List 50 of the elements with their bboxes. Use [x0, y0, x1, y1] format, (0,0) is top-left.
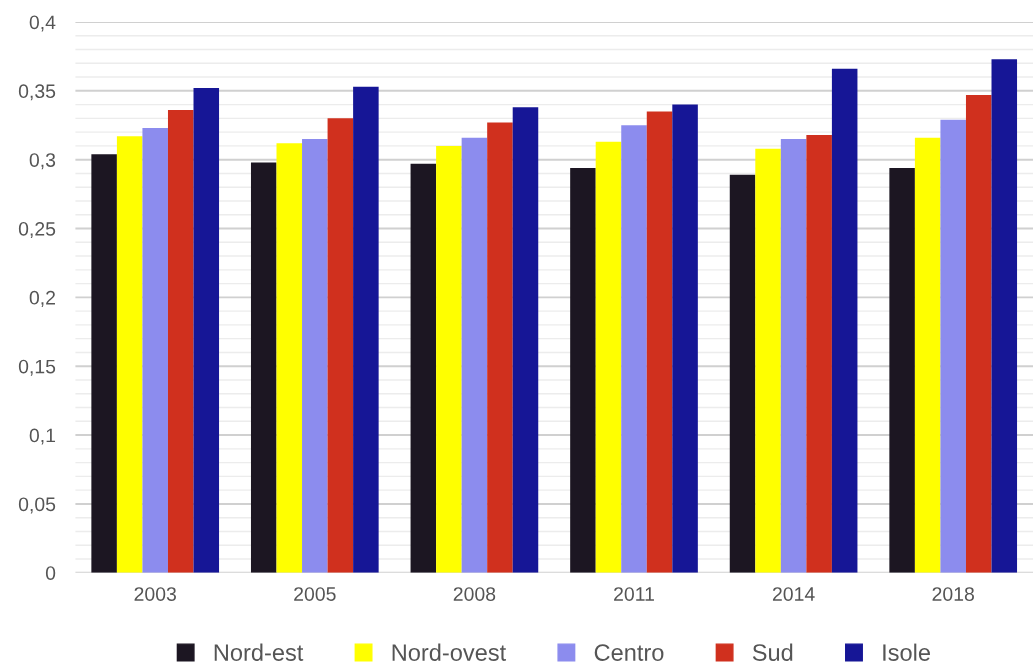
bar — [461, 137, 488, 573]
bar — [167, 110, 194, 573]
y-tick-label: 0,35 — [18, 84, 56, 101]
bar — [646, 111, 673, 573]
bar — [570, 167, 596, 573]
bar — [250, 162, 277, 573]
bar — [965, 94, 992, 573]
y-tick-label: 0 — [45, 566, 56, 580]
bar — [595, 141, 622, 573]
x-tick-label: 2011 — [614, 587, 654, 601]
legend-label: Nord-ovest — [392, 643, 507, 661]
bar — [276, 143, 303, 573]
bar — [142, 128, 168, 573]
bar — [755, 148, 781, 573]
bar — [672, 104, 698, 573]
x-tick-label: 2014 — [772, 587, 815, 601]
bar — [436, 145, 462, 573]
bar — [487, 122, 513, 573]
x-tick-label: 2005 — [294, 587, 336, 601]
y-tick-label: 0,05 — [18, 497, 56, 514]
bar — [410, 163, 437, 573]
y-tick-label: 0,2 — [29, 290, 55, 307]
bar — [193, 88, 220, 573]
bar — [889, 167, 915, 573]
bar — [806, 134, 832, 573]
bar — [729, 174, 756, 573]
y-tick-label: 0,4 — [29, 15, 56, 32]
legend-label: Isole — [883, 643, 930, 661]
y-tick-label: 0,15 — [18, 359, 56, 376]
bar — [512, 107, 539, 573]
legend-label: Sud — [752, 643, 793, 661]
bar — [940, 119, 966, 573]
bar — [991, 59, 1018, 573]
y-tick-label: 0,25 — [18, 221, 56, 239]
x-tick-label: 2018 — [932, 587, 974, 601]
legend-label: Nord-est — [214, 643, 304, 661]
bar — [91, 154, 117, 573]
y-tick-label: 0,3 — [29, 153, 56, 170]
bar — [327, 118, 354, 573]
bar — [116, 136, 143, 573]
bar — [914, 137, 941, 573]
bar — [621, 125, 647, 573]
bar — [831, 68, 858, 573]
legend-label: Centro — [594, 644, 664, 661]
bar — [302, 139, 328, 573]
bar — [780, 139, 807, 573]
x-tick-label: 2008 — [453, 587, 496, 601]
x-tick-label: 2003 — [134, 587, 176, 601]
y-tick-label: 0,1 — [29, 428, 56, 445]
bar — [353, 86, 379, 573]
